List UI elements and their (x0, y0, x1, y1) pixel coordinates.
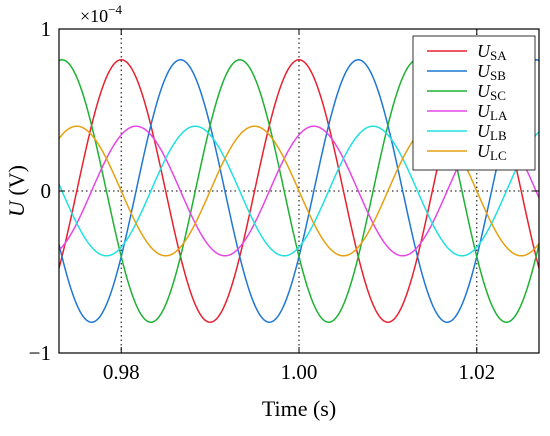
y-tick-label: 0 (41, 179, 52, 203)
x-axis-title: Time (s) (262, 396, 336, 421)
x-tick-label: 1.02 (458, 360, 495, 384)
legend-item-lc: ULC (427, 141, 507, 163)
legend-label: ULA (477, 101, 508, 123)
legend-item-la: ULA (427, 101, 508, 123)
y-exponent-label: ×10−4 (80, 2, 122, 26)
legend-label: ULB (477, 121, 507, 143)
legend-item-lb: ULB (427, 121, 507, 143)
ticks: 0.98 1.00 1.02 1 0 −1 (29, 17, 539, 384)
series-line-lb (58, 125, 540, 257)
x-tick-label: 1.00 (281, 360, 318, 384)
legend-item-sc: USC (427, 81, 506, 103)
legend-item-sb: USB (427, 61, 506, 83)
y-axis-title-symbol: U (4, 199, 29, 217)
y-exponent-power: −4 (108, 2, 122, 17)
series-line-sc (58, 59, 540, 323)
legend-label: USB (477, 61, 506, 83)
y-tick-label: 1 (41, 17, 52, 41)
legend-item-sa: USA (427, 41, 507, 63)
y-axis-title-unit: (V) (4, 165, 29, 201)
legend-label: USA (477, 41, 507, 63)
legend-box (412, 35, 536, 171)
legend-label: ULC (477, 141, 507, 163)
y-exponent-base: ×10 (80, 6, 108, 26)
legend-label: USC (477, 81, 506, 103)
y-tick-label: −1 (29, 341, 51, 365)
y-axis-title: U (V) (4, 165, 29, 217)
x-tick-label: 0.98 (103, 360, 140, 384)
